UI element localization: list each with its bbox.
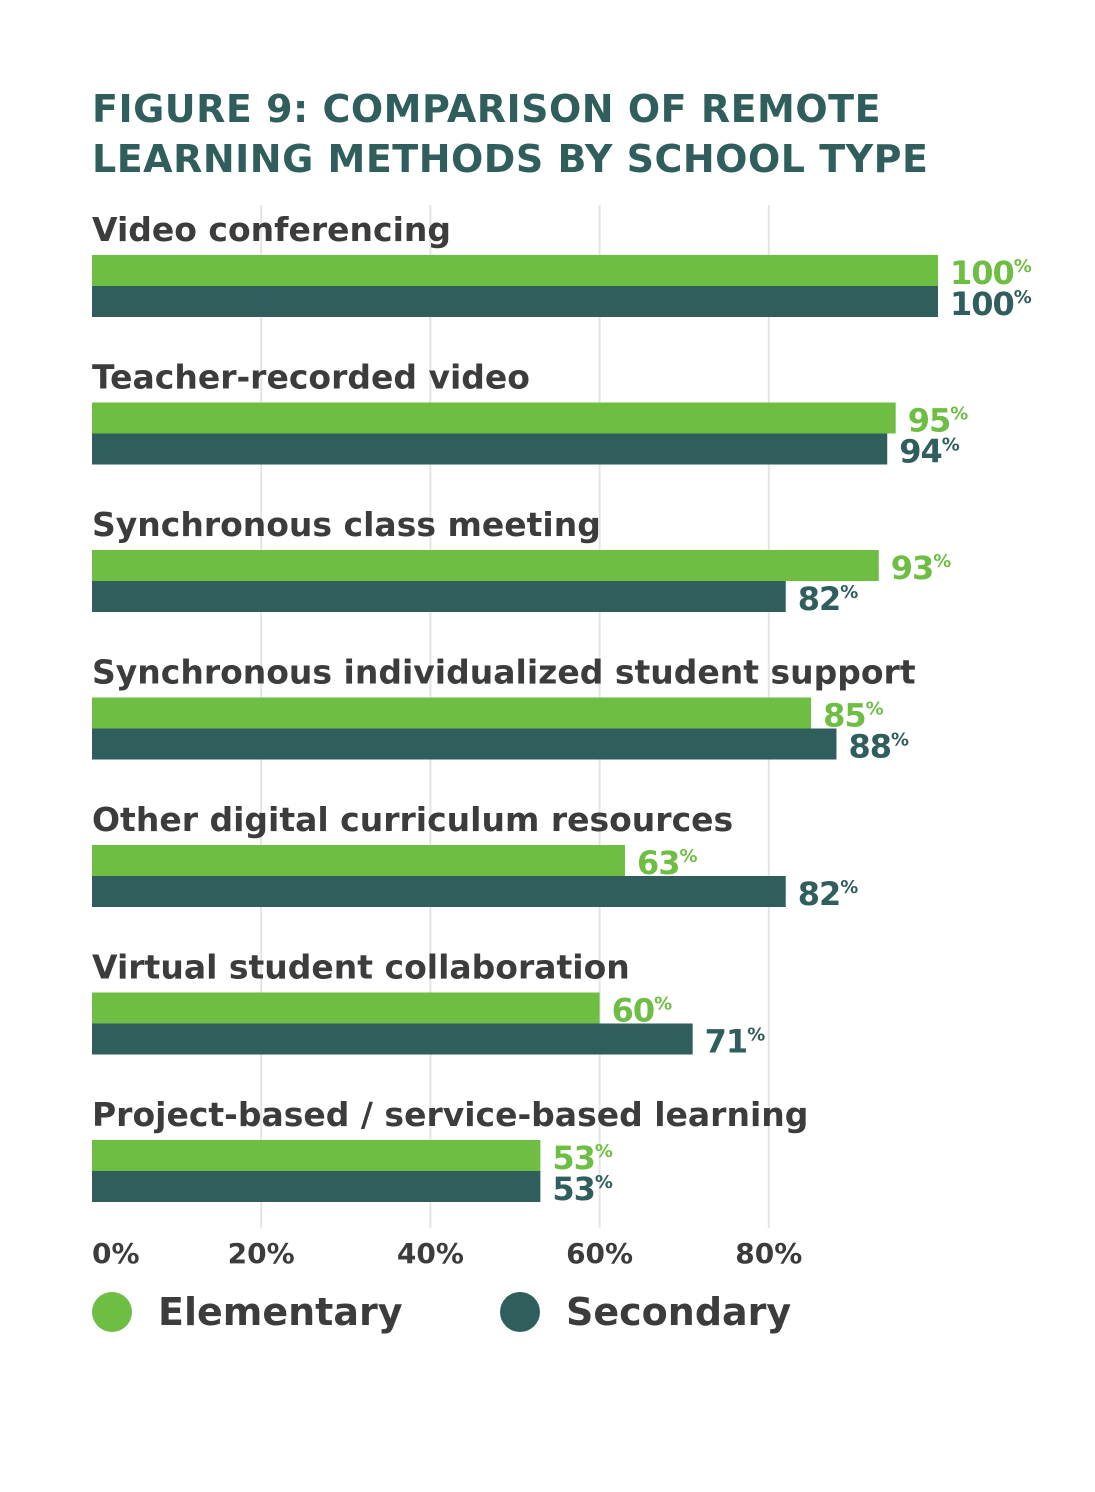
- data-label: 82%: [798, 580, 859, 618]
- bar: [92, 697, 812, 729]
- category-label: Teacher-recorded video: [92, 358, 530, 397]
- data-label: 71%: [705, 1023, 766, 1061]
- bar: [92, 1140, 541, 1171]
- bar: [92, 992, 600, 1024]
- data-label: 94%: [899, 433, 960, 471]
- data-label: 53%: [552, 1170, 613, 1208]
- bar: [92, 1023, 693, 1055]
- data-label: 85%: [823, 697, 884, 735]
- bar: [92, 876, 786, 907]
- data-label: 60%: [612, 992, 673, 1030]
- bar: [92, 402, 896, 434]
- data-label: 82%: [798, 875, 859, 913]
- legend-secondary-label: Secondary: [566, 1290, 792, 1334]
- bar: [92, 581, 786, 612]
- data-label: 88%: [848, 728, 909, 766]
- category-label: Virtual student collaboration: [92, 948, 630, 987]
- category-label: Project-based / service-based learning: [92, 1095, 808, 1134]
- bar: [92, 728, 837, 760]
- category-label: Video conferencing: [92, 210, 451, 249]
- bar: [92, 550, 879, 581]
- bar: [92, 1171, 541, 1202]
- bar: [92, 255, 938, 286]
- bar: [92, 286, 938, 317]
- category-label: Synchronous class meeting: [92, 505, 601, 544]
- data-label: 53%: [552, 1139, 613, 1177]
- x-tick-label: 20%: [228, 1237, 295, 1270]
- legend-elementary-label: Elementary: [158, 1290, 403, 1334]
- bar: [92, 845, 625, 876]
- chart-title: FIGURE 9: COMPARISON OF REMOTE LEARNING …: [92, 87, 929, 181]
- data-label: 63%: [637, 844, 698, 882]
- x-tick-label: 40%: [397, 1237, 464, 1270]
- x-tick-label: 60%: [566, 1237, 633, 1270]
- data-label: 95%: [908, 402, 969, 440]
- category-label: Other digital curriculum resources: [92, 800, 733, 839]
- x-tick-label: 80%: [735, 1237, 802, 1270]
- data-label: 100%: [950, 254, 1032, 292]
- data-label: 100%: [950, 285, 1032, 323]
- data-label: 93%: [891, 549, 952, 587]
- x-tick-label: 0%: [92, 1237, 140, 1270]
- bar: [92, 433, 888, 465]
- legend-secondary: Secondary: [500, 1290, 791, 1334]
- legend-secondary-swatch: [500, 1292, 540, 1332]
- category-label: Synchronous individualized student suppo…: [92, 653, 916, 692]
- legend-elementary-swatch: [92, 1292, 132, 1332]
- legend-elementary: Elementary: [92, 1290, 403, 1334]
